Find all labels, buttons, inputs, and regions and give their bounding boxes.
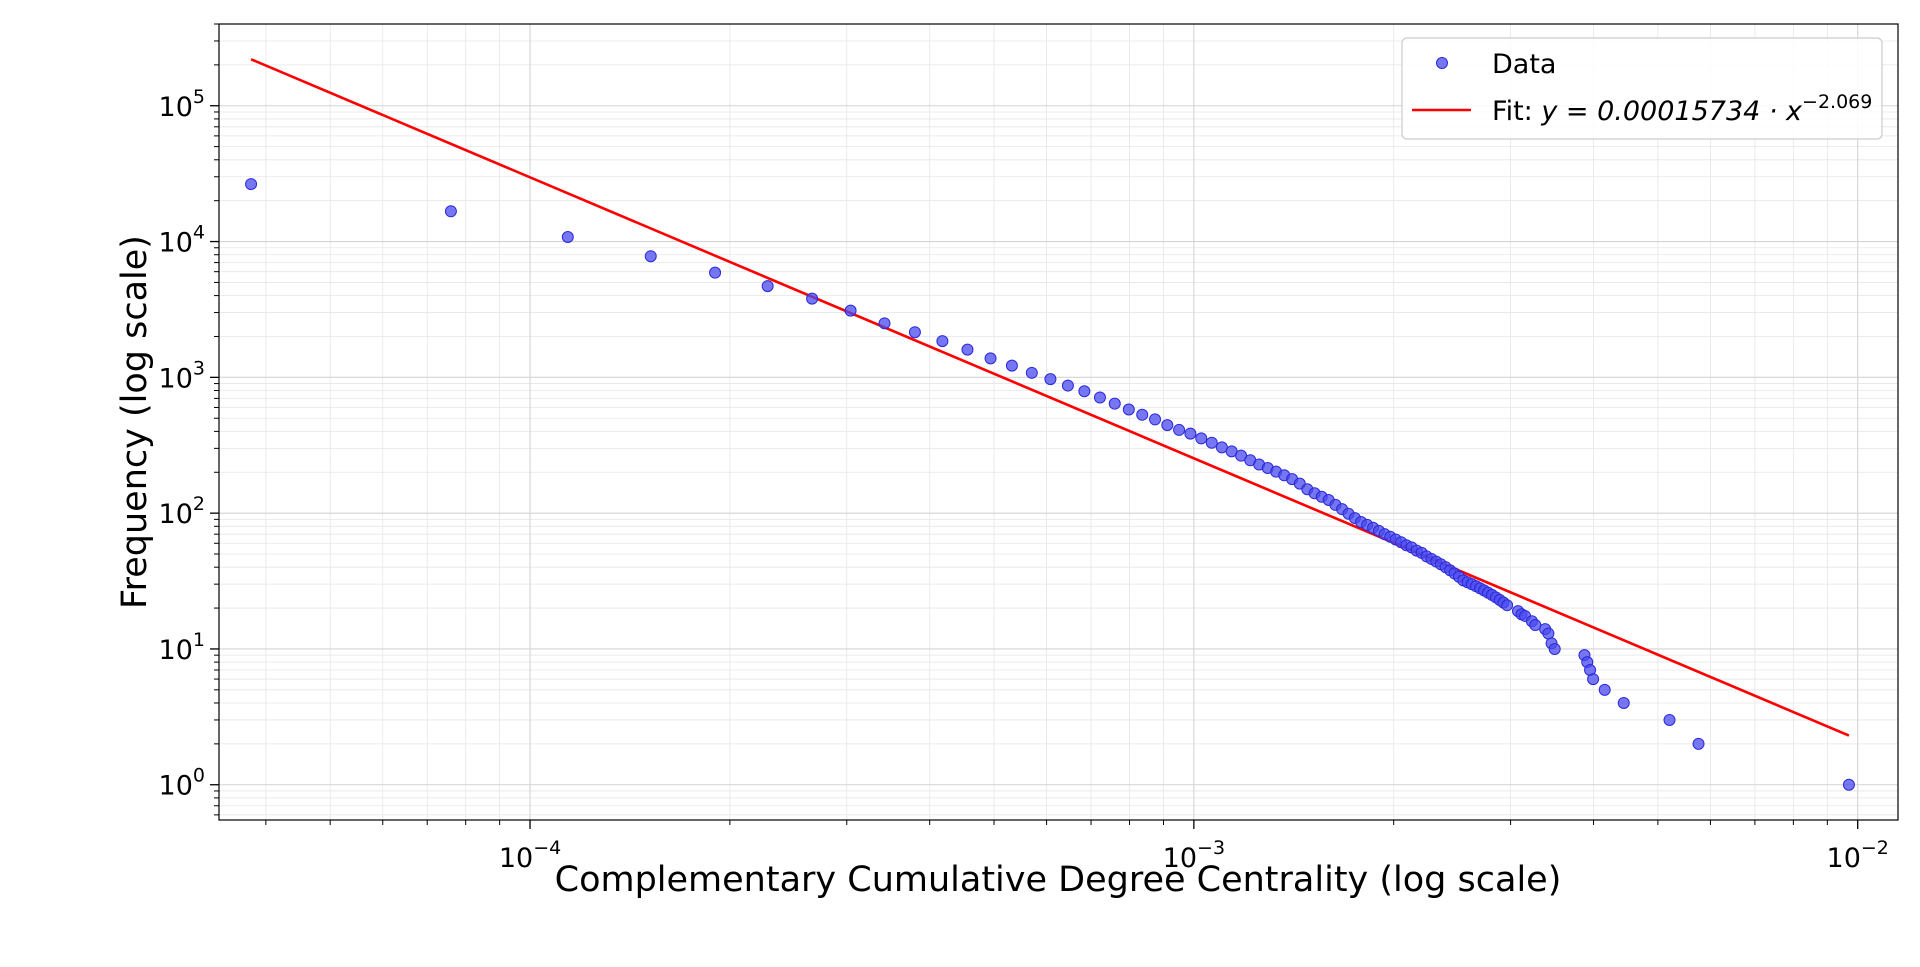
y-axis-label: Frequency (log scale) [115, 235, 155, 609]
plot-frame [218, 23, 1899, 821]
x-tick-base: 10 [1163, 843, 1197, 874]
data-point [878, 317, 891, 330]
data-point [1005, 359, 1018, 372]
data-point [1149, 413, 1162, 426]
data-point [1078, 385, 1091, 398]
data-point [1122, 403, 1135, 416]
x-tick-exponent: −3 [1197, 837, 1225, 859]
data-point [1093, 391, 1106, 404]
y-tick-base: 10 [159, 771, 193, 802]
y-tick-exponent: 5 [193, 86, 205, 108]
data-point [1195, 432, 1208, 445]
data-point [961, 343, 974, 356]
x-tick-exponent: −2 [1861, 837, 1889, 859]
y-tick-exponent: 0 [193, 765, 205, 787]
y-tick-base: 10 [159, 363, 193, 394]
legend-box [1401, 37, 1883, 140]
legend-fit-prefix: Fit: [1492, 96, 1541, 127]
data-point [444, 205, 457, 218]
minor-grid [219, 23, 1898, 820]
y-tick-base: 10 [159, 499, 193, 530]
y-tick-label: 100 [159, 765, 205, 802]
y-tick-exponent: 1 [193, 629, 205, 651]
data-point [984, 352, 997, 365]
x-tick-base: 10 [499, 843, 533, 874]
y-tick-label: 105 [159, 86, 205, 123]
data-point [1108, 397, 1121, 410]
y-tick-exponent: 4 [193, 222, 205, 244]
data-point [1044, 373, 1057, 386]
fit-line [250, 58, 1850, 737]
data-point [1501, 599, 1514, 612]
y-tick-base: 10 [159, 635, 193, 666]
data-point [1136, 408, 1149, 421]
x-tick-label: 10−3 [1163, 837, 1225, 874]
data-point [1587, 673, 1600, 686]
y-tick-base: 10 [159, 92, 193, 123]
data-point [1529, 619, 1542, 632]
legend-data-label: Data [1492, 49, 1556, 80]
legend-fit-formula: y = 0.00015734 · x [1540, 96, 1803, 127]
y-tick-label: 103 [159, 357, 205, 394]
data-point [908, 326, 921, 339]
legend: Data Fit: y = 0.00015734 · x−2.069 [1401, 37, 1883, 140]
data-point [1542, 627, 1555, 640]
y-tick-exponent: 2 [193, 493, 205, 515]
data-point [806, 292, 819, 305]
x-tick-base: 10 [1827, 843, 1861, 874]
legend-fit-exponent: −2.069 [1802, 91, 1872, 113]
data-point [1692, 737, 1705, 750]
data-point [561, 231, 574, 244]
data-point [936, 335, 949, 348]
data-point [1842, 778, 1855, 791]
data-point [644, 250, 657, 263]
y-tick-label: 102 [159, 493, 205, 530]
data-point [709, 266, 722, 279]
x-tick-exponent: −4 [533, 837, 561, 859]
y-tick-label: 104 [159, 222, 205, 259]
x-tick-label: 10−4 [499, 837, 561, 874]
data-point [1548, 642, 1561, 655]
axis-ticks [210, 23, 1859, 829]
data-point [1205, 436, 1218, 449]
data-point [1184, 427, 1197, 440]
data-point [844, 304, 857, 317]
x-tick-label: 10−2 [1827, 837, 1889, 874]
data-point [1025, 366, 1038, 379]
y-tick-label: 101 [159, 629, 205, 666]
x-axis-label: Complementary Cumulative Degree Centrali… [555, 860, 1562, 900]
data-point [1617, 696, 1630, 709]
data-point [1161, 419, 1174, 432]
data-point [761, 280, 774, 293]
data-point [1173, 423, 1186, 436]
data-point [1598, 683, 1611, 696]
fit-line-layer [250, 58, 1850, 737]
data-point [1061, 379, 1074, 392]
y-tick-base: 10 [159, 228, 193, 259]
legend-data-marker [1436, 57, 1448, 69]
legend-fit-label: Fit: y = 0.00015734 · x−2.069 [1492, 91, 1872, 127]
y-tick-exponent: 3 [193, 357, 205, 379]
data-points-layer [245, 178, 1855, 791]
data-point [245, 178, 258, 191]
data-point [1663, 713, 1676, 726]
